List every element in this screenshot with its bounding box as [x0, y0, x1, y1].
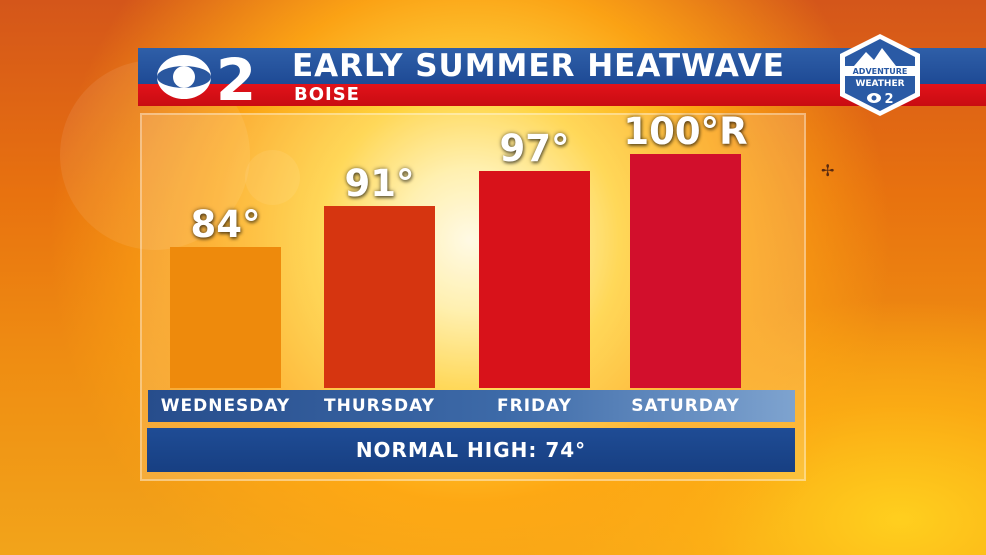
days-band: [148, 390, 795, 422]
value-label: 100°R: [623, 109, 748, 153]
bar-thursday: [324, 206, 435, 388]
adventure-weather-badge: ADVENTURE WEATHER 2: [840, 34, 920, 116]
lens-flare: [245, 150, 300, 205]
location-label: BOISE: [294, 84, 360, 105]
badge-mark: 2: [884, 92, 893, 107]
day-label: SATURDAY: [631, 396, 740, 416]
value-label: 91°: [344, 162, 415, 206]
day-label: THURSDAY: [324, 396, 435, 416]
bird-silhouette-icon: ✢: [821, 161, 835, 180]
normal-high-band: NORMAL HIGH: 74°: [147, 428, 795, 472]
station-number: 2: [216, 46, 256, 108]
bar-friday: [479, 171, 590, 388]
page-title: EARLY SUMMER HEATWAVE: [292, 48, 785, 84]
value-label: 84°: [190, 203, 261, 247]
bar-saturday: [630, 153, 741, 388]
mountain-icon: [854, 48, 896, 66]
day-label: FRIDAY: [497, 396, 572, 416]
day-label: WEDNESDAY: [160, 396, 291, 416]
value-label: 97°: [499, 127, 570, 171]
cbs2-logo: 2: [157, 46, 256, 108]
badge-line-1: ADVENTURE: [853, 67, 908, 76]
subheader-band: [138, 84, 986, 106]
badge-line-2: WEATHER: [855, 79, 904, 89]
bar-wednesday: [170, 247, 281, 388]
